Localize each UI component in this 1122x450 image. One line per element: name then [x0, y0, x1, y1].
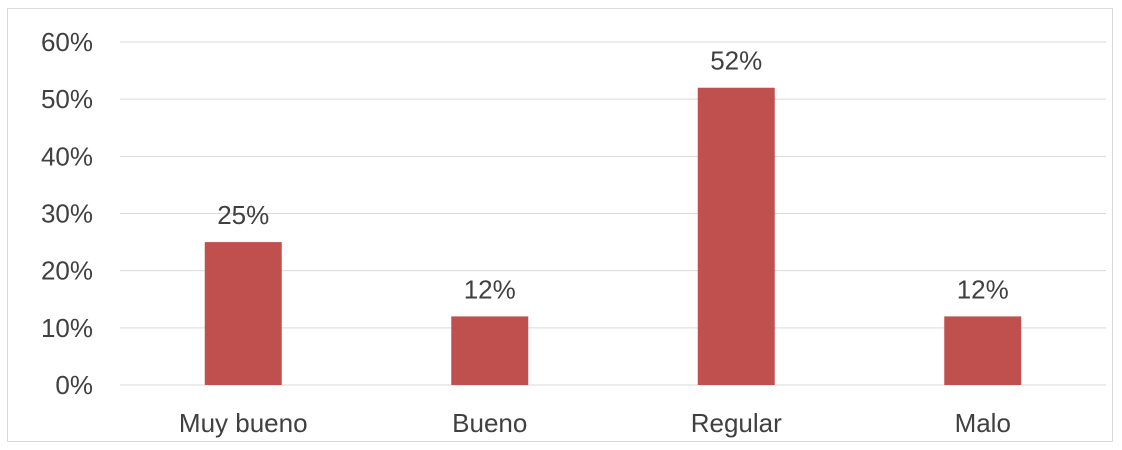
data-label: 52% — [710, 46, 762, 76]
y-axis-tick-labels: 0% 10% 20% 30% 40% 50% 60% — [41, 27, 93, 400]
y-tick-label: 20% — [41, 256, 93, 286]
y-tick-label: 60% — [41, 27, 93, 57]
bars — [204, 87, 1022, 385]
y-tick-label: 0% — [55, 370, 93, 400]
x-axis-tick-labels: Muy bueno Bueno Regular Malo — [179, 408, 1011, 438]
bar — [697, 87, 775, 385]
x-tick-label: Regular — [691, 408, 782, 438]
y-tick-label: 40% — [41, 141, 93, 171]
bar — [451, 316, 529, 385]
chart-frame — [7, 8, 1113, 442]
data-labels: 25% 12% 52% 12% — [217, 46, 1009, 305]
y-tick-label: 10% — [41, 313, 93, 343]
y-tick-label: 50% — [41, 84, 93, 114]
data-label: 12% — [957, 274, 1009, 304]
bar — [204, 242, 282, 385]
x-tick-label: Bueno — [452, 408, 527, 438]
gridlines — [120, 41, 1106, 386]
x-tick-label: Malo — [955, 408, 1011, 438]
y-tick-label: 30% — [41, 199, 93, 229]
bar — [944, 316, 1022, 385]
data-label: 25% — [217, 200, 269, 230]
x-tick-label: Muy bueno — [179, 408, 308, 438]
data-label: 12% — [464, 274, 516, 304]
